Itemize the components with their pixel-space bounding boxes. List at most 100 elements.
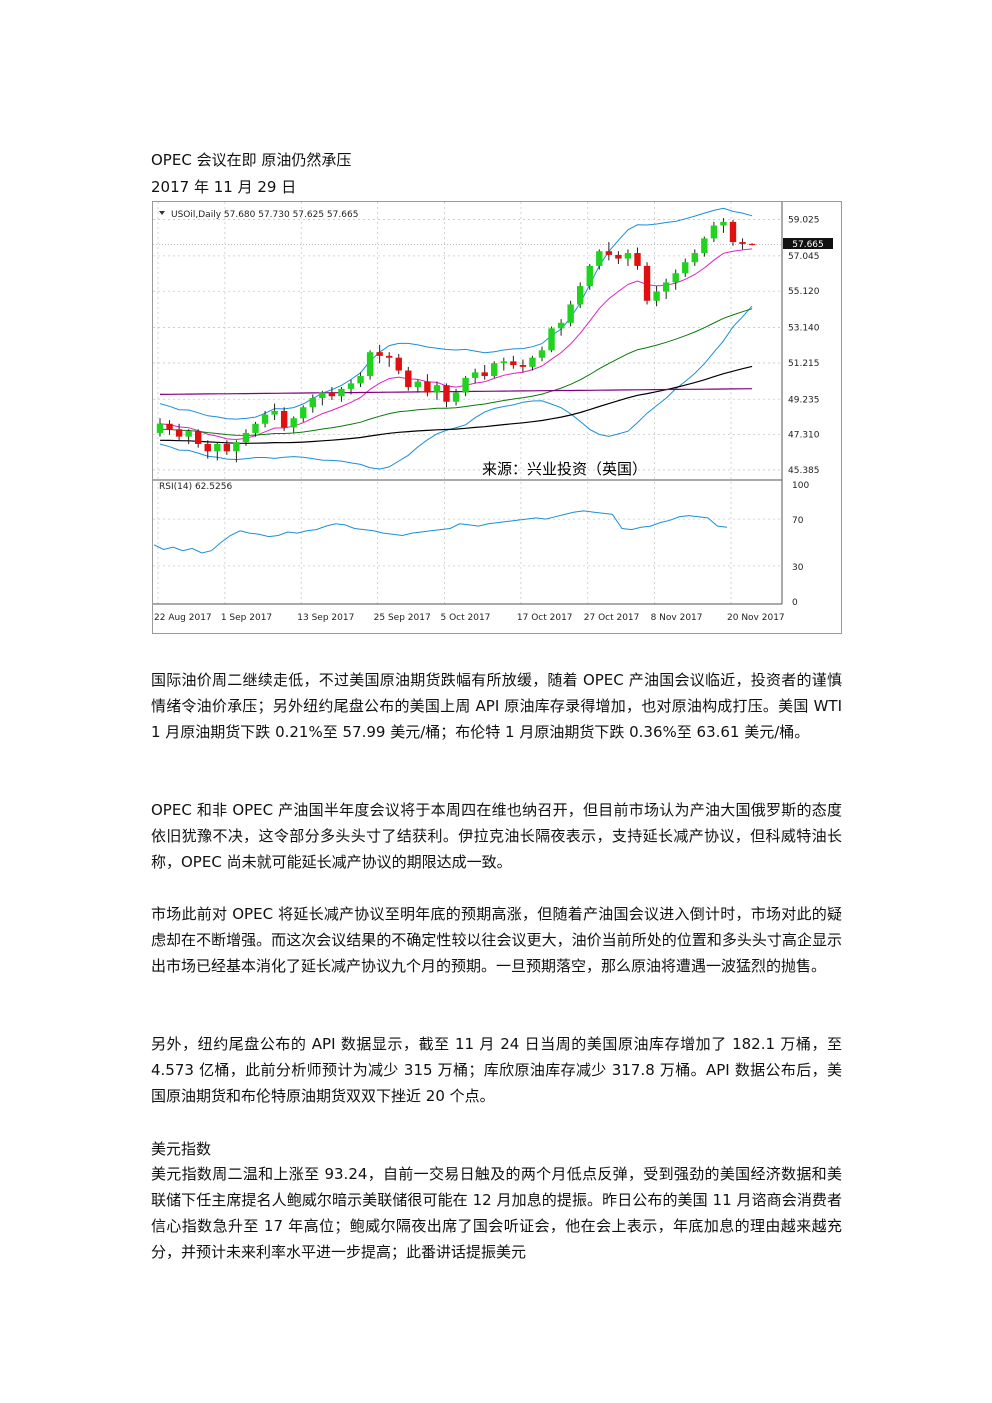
candle-body <box>682 262 689 274</box>
candle-body <box>280 410 288 428</box>
candle-body <box>233 442 240 452</box>
candle-body <box>643 265 651 301</box>
candle-body <box>433 385 441 393</box>
candle-body <box>605 251 613 255</box>
time-tick-label: 25 Sep 2017 <box>374 613 431 623</box>
bollinger-upper-line <box>159 207 753 420</box>
candle-body <box>634 253 641 266</box>
chart-menu-icon <box>159 211 165 215</box>
price-tick-label: 53.140 <box>788 324 820 334</box>
candle-body <box>615 254 622 259</box>
article-date: 2017 年 11 月 29 日 <box>151 178 297 196</box>
candle-body <box>710 225 718 239</box>
candle-body <box>357 376 364 384</box>
candle-body <box>175 429 183 437</box>
candle-body <box>701 238 708 254</box>
chart-source-label: 来源：兴业投资（英国） <box>482 460 647 478</box>
candle-body <box>672 273 679 283</box>
candle-body <box>261 414 269 424</box>
candle-body <box>376 352 383 356</box>
candle-body <box>424 381 431 393</box>
candle-body <box>548 328 555 351</box>
oil-price-chart: 59.025 57.045 55.120 53.140 51.215 49.235 47.3… <box>152 201 842 634</box>
candle-body <box>691 253 698 263</box>
candle-body <box>452 392 460 402</box>
candles <box>156 218 756 463</box>
candle-body <box>720 221 727 226</box>
current-price-label: 57.665 <box>792 240 824 250</box>
candle-body <box>300 407 307 419</box>
ema-mid-line <box>159 308 753 436</box>
time-tick-label: 8 Nov 2017 <box>651 613 703 623</box>
indicator-lines <box>159 207 753 470</box>
candle-body <box>214 443 221 452</box>
rsi-tick-label: 0 <box>792 598 798 608</box>
candle-body <box>557 322 565 329</box>
candle-body <box>271 410 278 415</box>
candle-body <box>596 251 603 266</box>
candle-body <box>510 361 517 366</box>
axis-labels: 59.025 57.045 55.120 53.140 51.215 49.235 47.3… <box>154 216 820 623</box>
candle-body <box>338 388 345 397</box>
candle-body <box>395 357 402 371</box>
rsi-tick-label: 100 <box>792 481 809 491</box>
candle-body <box>739 242 746 244</box>
candle-body <box>166 423 173 430</box>
candle-body <box>204 443 211 452</box>
chart-header: USOil,Daily 57.680 57.730 57.625 57.665 <box>171 210 358 220</box>
candle-body <box>328 392 336 397</box>
paragraph-3: 市场此前对 OPEC 将延长减产协议至明年底的预期高涨，但随着产油国会议进入倒计… <box>151 905 842 975</box>
candle-body <box>195 431 202 444</box>
paragraph-1: 国际油价周二继续走低，不过美国原油期货跌幅有所放缓，随着 OPEC 产油国会议临… <box>151 671 842 741</box>
price-tick-label: 49.235 <box>788 395 820 405</box>
candle-body <box>624 253 632 259</box>
article-title: OPEC 会议在即 原油仍然承压 <box>151 151 352 169</box>
price-tick-label: 55.120 <box>788 287 820 297</box>
chart-border <box>152 201 842 634</box>
time-tick-label: 22 Aug 2017 <box>154 613 212 623</box>
current-price-box <box>783 238 833 249</box>
candle-body <box>662 282 670 292</box>
candle-body <box>319 392 326 399</box>
candle-body <box>347 383 355 389</box>
rsi-label: RSI(14) 62.5256 <box>159 482 232 492</box>
candle-body <box>185 431 192 437</box>
candle-body <box>414 381 422 388</box>
candle-body <box>405 370 412 388</box>
candle-body <box>223 443 231 452</box>
rsi-panel <box>153 510 782 567</box>
chart-svg: 59.025 57.045 55.120 53.140 51.215 49.235 47.3… <box>152 201 842 634</box>
candle-body <box>538 350 546 358</box>
price-tick-label: 45.385 <box>788 466 820 476</box>
rsi-tick-label: 70 <box>792 516 804 526</box>
candle-body <box>309 398 316 408</box>
candle-body <box>462 377 469 393</box>
candle-body <box>729 221 737 243</box>
candle-body <box>290 418 297 428</box>
time-tick-label: 13 Sep 2017 <box>297 613 354 623</box>
price-tick-label: 51.215 <box>788 359 820 369</box>
candle-body <box>567 304 574 323</box>
candle-body <box>366 352 374 377</box>
section-heading: 美元指数 <box>151 1140 212 1158</box>
candle-body <box>386 355 393 358</box>
price-tick-label: 59.025 <box>788 216 820 226</box>
candle-body <box>653 291 660 301</box>
price-tick-label: 47.310 <box>788 431 820 441</box>
candle-body <box>156 423 164 433</box>
candle-body <box>491 363 498 377</box>
candle-body <box>443 385 450 402</box>
candle-body <box>481 372 488 377</box>
candle-body <box>748 243 756 246</box>
rsi-tick-label: 30 <box>792 563 804 573</box>
candle-body <box>529 357 536 367</box>
time-tick-label: 5 Oct 2017 <box>441 613 491 623</box>
candle-body <box>577 286 584 305</box>
candle-body <box>242 432 250 443</box>
paragraph-2: OPEC 和非 OPEC 产油国半年度会议将于本周四在维也纳召开，但目前市场认为… <box>151 801 842 871</box>
time-tick-label: 17 Oct 2017 <box>517 613 573 623</box>
rsi-line <box>153 510 728 554</box>
paragraph-4: 另外，纽约尾盘公布的 API 数据显示，截至 11 月 24 日当周的美国原油库… <box>151 1035 842 1105</box>
candle-body <box>471 372 479 378</box>
candle-body <box>586 265 593 287</box>
